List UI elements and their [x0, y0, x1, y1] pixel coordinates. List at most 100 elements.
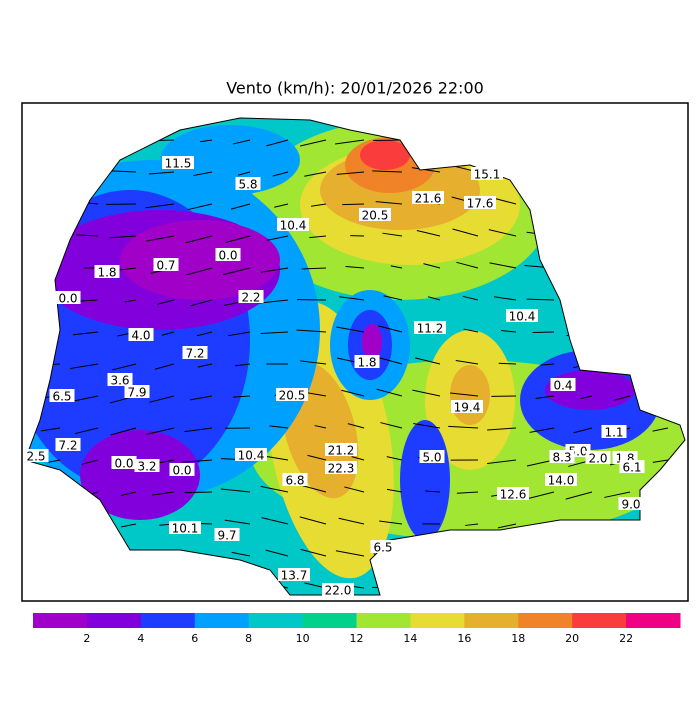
wind-arrow: [44, 266, 60, 268]
station-label: 14.0: [548, 474, 575, 488]
colorbar-segment: [195, 613, 249, 628]
wind-arrow: [575, 203, 592, 204]
colorbar-tick-label: 18: [511, 632, 525, 645]
colorbar-tick-label: 10: [296, 632, 310, 645]
wind-arrow: [602, 524, 630, 529]
station-label: 2.2: [241, 291, 260, 305]
colorbar-segment: [303, 613, 357, 628]
wind-arrow: [642, 332, 668, 339]
station-label: 1.1: [604, 426, 623, 440]
wind-arrow: [532, 524, 554, 530]
wind-arrow: [603, 138, 630, 140]
colorbar-tick-label: 20: [565, 632, 579, 645]
colorbar-segment: [357, 613, 411, 628]
wind-arrow: [646, 396, 668, 401]
station-label: 0.0: [218, 249, 237, 263]
station-label: 19.4: [454, 401, 481, 415]
wind-arrow: [372, 587, 402, 588]
colorbar-segment: [249, 613, 303, 628]
wind-arrow: [69, 167, 98, 172]
wind-arrow: [505, 556, 516, 559]
colorbar-tick-label: 6: [191, 632, 198, 645]
station-label: 6.1: [622, 461, 641, 475]
wind-arrow: [541, 588, 554, 591]
wind-arrow: [605, 268, 630, 272]
wind-arrow: [70, 588, 98, 594]
colorbar-tick-label: 4: [137, 632, 144, 645]
wind-arrow: [73, 556, 98, 562]
wind-arrow: [72, 135, 98, 140]
station-label: 9.7: [217, 529, 236, 543]
colorbar-segment: [410, 613, 464, 628]
wind-arrow: [532, 332, 554, 333]
station-label: 7.2: [58, 439, 77, 453]
wind-arrow: [34, 133, 60, 140]
wind-arrow: [35, 588, 60, 595]
station-label: 22.0: [325, 584, 352, 598]
wind-arrow: [638, 140, 668, 142]
wind-arrow: [645, 492, 668, 494]
wind-arrow: [650, 268, 668, 272]
colorbar-tick-label: 22: [619, 632, 633, 645]
station-label: 10.4: [509, 310, 536, 324]
station-label: 10.1: [172, 522, 199, 536]
station-label: 20.5: [279, 389, 306, 403]
station-label: 1.8: [357, 356, 376, 370]
wind-arrow: [603, 332, 630, 338]
station-label: 0.7: [156, 259, 175, 273]
wind-arrow: [185, 492, 212, 493]
wind-arrow: [149, 587, 174, 588]
wind-arrow: [540, 169, 554, 172]
wind-arrow: [156, 556, 174, 557]
wind-arrow: [113, 556, 136, 559]
wind-arrow: [112, 138, 136, 140]
colorbar-segment: [518, 613, 572, 628]
station-label: 4.0: [131, 329, 150, 343]
wind-arrow: [649, 204, 668, 207]
wind-arrow: [39, 199, 60, 204]
wind-arrow: [538, 556, 554, 560]
station-label: 3.2: [137, 460, 156, 474]
station-label: 1.8: [97, 266, 116, 280]
station-label: 11.5: [165, 157, 192, 171]
wind-arrow: [460, 556, 478, 559]
station-label: 9.0: [621, 498, 640, 512]
wind-arrow: [657, 236, 668, 238]
wind-arrow: [641, 586, 668, 588]
wind-arrow: [36, 524, 60, 530]
station-label: 0.0: [114, 457, 133, 471]
station-label: 5.0: [422, 451, 441, 465]
station-label: 0.0: [172, 464, 191, 478]
colorbar-tick-label: 14: [403, 632, 417, 645]
colorbar-tick-label: 16: [457, 632, 471, 645]
station-label: 0.0: [58, 292, 77, 306]
colorbar-tick-label: 2: [83, 632, 90, 645]
station-label: 11.2: [417, 322, 444, 336]
wind-arrow: [78, 524, 98, 529]
wind-arrow: [616, 204, 630, 205]
station-label: 2.5: [26, 450, 45, 464]
wind-arrow: [539, 136, 554, 140]
wind-arrow: [642, 172, 668, 175]
wind-field: [0, 100, 690, 600]
wind-arrow: [532, 200, 554, 204]
wind-arrow: [411, 588, 440, 591]
wind-arrow: [34, 556, 60, 563]
station-label: 21.2: [328, 444, 355, 458]
colorbar-segment: [141, 613, 195, 628]
map-title: Vento (km/h): 20/01/2026 22:00: [226, 79, 484, 98]
wind-arrow: [563, 300, 592, 303]
wind-arrow: [577, 588, 592, 591]
wind-arrow: [642, 364, 668, 371]
wind-arrow: [644, 300, 668, 306]
wind-arrow: [342, 204, 364, 205]
station-label: 21.6: [415, 192, 442, 206]
wind-arrow: [415, 556, 440, 557]
wind-arrow: [566, 524, 592, 530]
wind-arrow: [239, 585, 250, 588]
wind-arrow: [498, 588, 516, 593]
colorbar-segment: [626, 613, 680, 628]
wind-arrow: [45, 234, 60, 236]
